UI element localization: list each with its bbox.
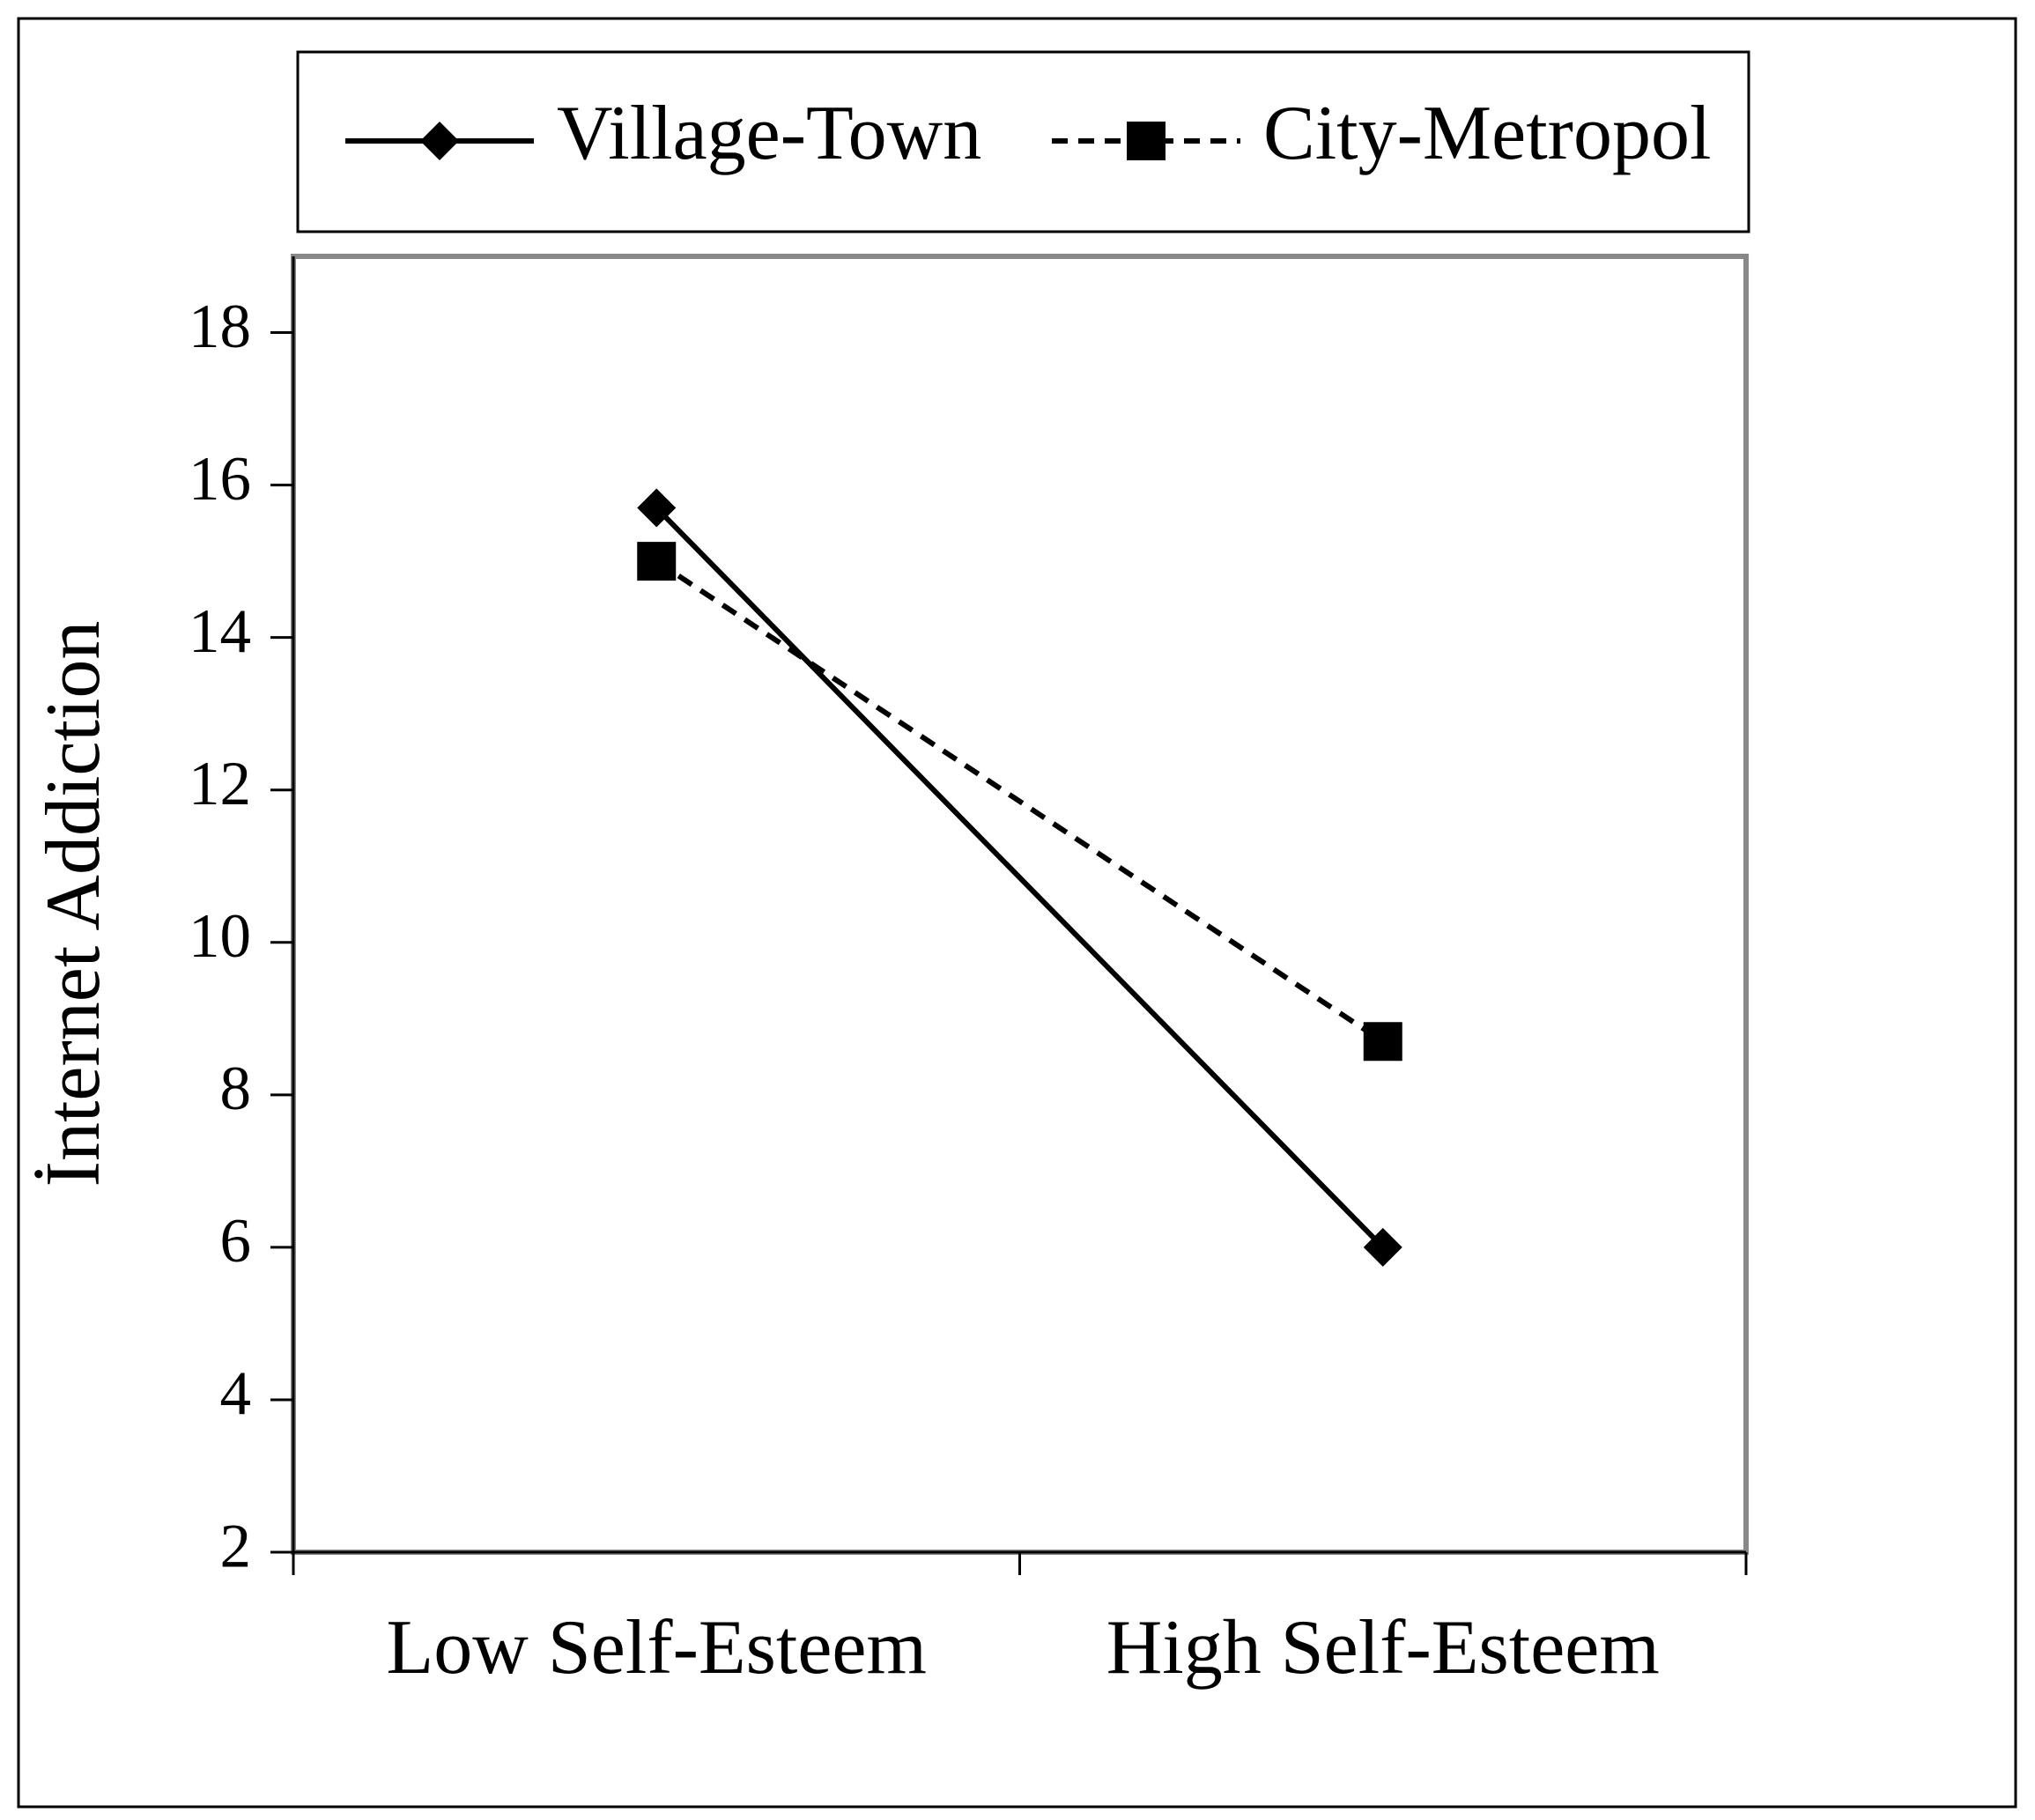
x-tick-label: Low Self-Esteem bbox=[387, 1605, 927, 1691]
legend-label: Village-Town bbox=[557, 91, 981, 176]
y-tick-label: 8 bbox=[220, 1054, 252, 1123]
plot-frame bbox=[291, 254, 1749, 1555]
y-tick-label: 2 bbox=[220, 1512, 252, 1580]
y-tick-label: 16 bbox=[189, 445, 251, 514]
y-tick-label: 10 bbox=[189, 902, 251, 971]
series-line bbox=[655, 506, 1385, 1249]
y-tick-label: 18 bbox=[189, 292, 251, 361]
y-tick-label: 6 bbox=[220, 1207, 252, 1276]
x-tick-label: High Self-Esteem bbox=[1106, 1605, 1660, 1691]
marker bbox=[1127, 122, 1166, 160]
y-axis-title: İnternet Addiction bbox=[31, 621, 116, 1187]
marker bbox=[1363, 1227, 1402, 1267]
outer-frame bbox=[17, 17, 2017, 1809]
series-line bbox=[655, 559, 1385, 1044]
legend-label: City-Metropol bbox=[1263, 91, 1711, 176]
y-tick-label: 12 bbox=[189, 750, 251, 818]
y-tick-label: 4 bbox=[220, 1359, 252, 1428]
marker bbox=[637, 488, 677, 528]
y-tick-label: 14 bbox=[189, 597, 251, 666]
marker bbox=[1363, 1022, 1402, 1062]
legend-box bbox=[296, 50, 1750, 233]
marker bbox=[637, 542, 677, 581]
marker bbox=[420, 122, 459, 160]
